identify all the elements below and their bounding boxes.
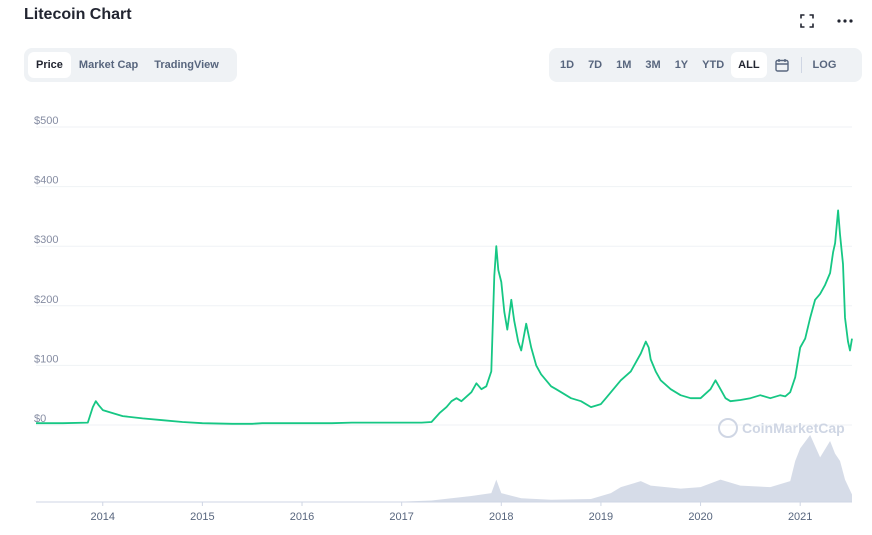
watermark-text: CoinMarketCap (742, 420, 845, 436)
range-divider (800, 57, 802, 73)
chart-type-tabs: Price Market Cap TradingView (24, 48, 237, 82)
y-tick-label: $200 (34, 294, 58, 306)
coinmarketcap-logo-icon (718, 418, 738, 438)
range-ytd[interactable]: YTD (702, 59, 725, 71)
volume-area (36, 435, 852, 502)
chart-toolbar-icons (798, 12, 854, 30)
x-tick-label: 2018 (489, 511, 513, 523)
tab-price[interactable]: Price (28, 52, 71, 78)
range-1m[interactable]: 1M (616, 59, 632, 71)
y-tick-label: $300 (34, 234, 58, 246)
page-title: Litecoin Chart (24, 6, 132, 23)
tab-tradingview[interactable]: TradingView (154, 59, 219, 71)
x-tick-label: 2015 (190, 511, 214, 523)
range-1d[interactable]: 1D (560, 59, 575, 71)
x-tick-label: 2016 (290, 511, 314, 523)
more-icon[interactable] (836, 12, 854, 30)
x-tick-label: 2020 (688, 511, 712, 523)
price-line-series (36, 209, 853, 425)
x-tick-label: 2014 (91, 511, 115, 523)
coinmarketcap-watermark: CoinMarketCap (718, 418, 845, 438)
x-tick-label: 2021 (788, 511, 812, 523)
range-3m[interactable]: 3M (645, 59, 661, 71)
range-all[interactable]: ALL (731, 52, 767, 78)
log-scale-toggle[interactable]: LOG (812, 59, 837, 71)
range-7d[interactable]: 7D (588, 59, 603, 71)
calendar-icon[interactable] (767, 52, 797, 78)
y-tick-label: $400 (34, 175, 58, 187)
y-tick-label: $500 (34, 115, 58, 127)
time-range-selector: 1D 7D 1M 3M 1Y YTD ALL LOG (549, 48, 862, 82)
expand-icon[interactable] (798, 12, 816, 30)
x-tick-label: 2019 (589, 511, 613, 523)
tab-market-cap[interactable]: Market Cap (78, 59, 139, 71)
y-tick-label: $100 (34, 353, 58, 365)
x-tick-label: 2017 (389, 511, 413, 523)
range-1y[interactable]: 1Y (674, 59, 689, 71)
y-tick-label: $0 (34, 413, 46, 425)
